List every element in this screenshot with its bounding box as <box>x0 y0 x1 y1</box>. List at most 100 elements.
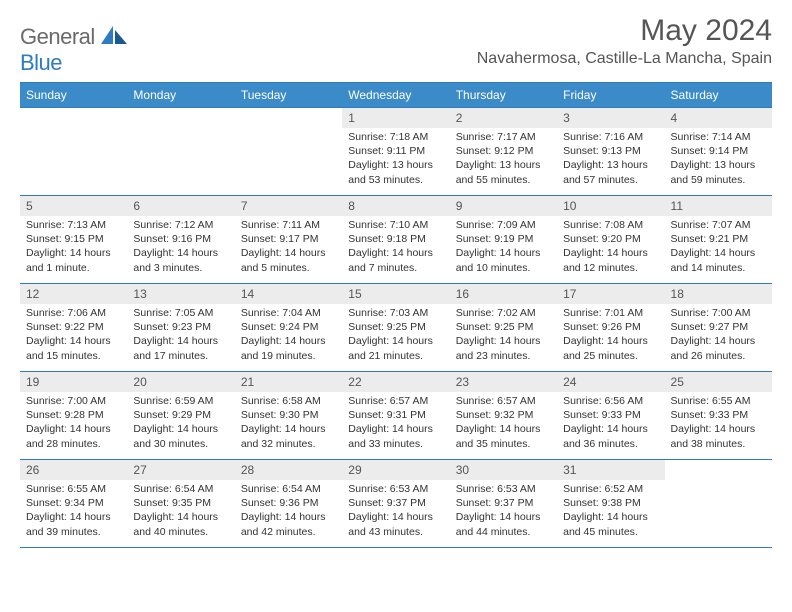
sunrise-text: Sunrise: 7:06 AM <box>26 306 121 320</box>
sunrise-text: Sunrise: 7:10 AM <box>348 218 443 232</box>
day-sun-info: Sunrise: 7:07 AMSunset: 9:21 PMDaylight:… <box>665 216 772 279</box>
calendar-week-row: 12 Sunrise: 7:06 AMSunset: 9:22 PM Dayligh… <box>20 284 772 372</box>
calendar-day-cell: 16Sunrise: 7:02 AMSunset: 9:25 PMDayligh… <box>450 284 557 372</box>
sunrise-text: Sunrise: 6:53 AM <box>348 482 443 496</box>
daylight-text-1: Daylight: 14 hours <box>133 246 228 260</box>
daylight-text-2: and 44 minutes. <box>456 525 551 539</box>
sunrise-text: Sunrise: 6:55 AM <box>671 394 766 408</box>
calendar-day-cell: 28Sunrise: 6:54 AMSunset: 9:36 PMDayligh… <box>235 460 342 548</box>
day-number: 17 <box>557 284 664 304</box>
sunrise-text: Sunrise: 7:14 AM <box>671 130 766 144</box>
logo: General Blue <box>20 22 129 76</box>
day-number: 21 <box>235 372 342 392</box>
day-sun-info: Sunrise: 6:55 AMSunset: 9:34 PMDaylight:… <box>20 480 127 543</box>
sunset-text: Sunset: 9:13 PM <box>563 144 658 158</box>
daylight-text-1: Daylight: 14 hours <box>671 422 766 436</box>
daylight-text-1: Daylight: 14 hours <box>26 246 121 260</box>
day-sun-info: Sunrise: 6:52 AMSunset: 9:38 PMDaylight:… <box>557 480 664 543</box>
sunset-text: Sunset: 9:25 PM <box>456 320 551 334</box>
daylight-text-2: and 36 minutes. <box>563 437 658 451</box>
daylight-text-2: and 3 minutes. <box>133 261 228 275</box>
day-sun-info: Sunrise: 7:00 AMSunset: 9:28 PMDaylight:… <box>20 392 127 455</box>
calendar-day-cell: 20Sunrise: 6:59 AMSunset: 9:29 PMDayligh… <box>127 372 234 460</box>
day-number: 12 <box>20 284 127 304</box>
sunrise-text: Sunrise: 7:12 AM <box>133 218 228 232</box>
sunrise-text: Sunrise: 7:04 AM <box>241 306 336 320</box>
daylight-text-2: and 57 minutes. <box>563 173 658 187</box>
daylight-text-1: Daylight: 14 hours <box>133 422 228 436</box>
calendar-day-cell: 22Sunrise: 6:57 AMSunset: 9:31 PMDayligh… <box>342 372 449 460</box>
sunrise-text: Sunrise: 7:05 AM <box>133 306 228 320</box>
sunset-text: Sunset: 9:17 PM <box>241 232 336 246</box>
day-sun-info: Sunrise: 6:56 AMSunset: 9:33 PMDaylight:… <box>557 392 664 455</box>
sunset-text: Sunset: 9:16 PM <box>133 232 228 246</box>
calendar-day-cell: 25Sunrise: 6:55 AMSunset: 9:33 PMDayligh… <box>665 372 772 460</box>
weekday-header: Sunday <box>20 83 127 108</box>
daylight-text-2: and 5 minutes. <box>241 261 336 275</box>
daylight-text-2: and 42 minutes. <box>241 525 336 539</box>
sunrise-text: Sunrise: 7:11 AM <box>241 218 336 232</box>
title-block: May 2024 Navahermosa, Castille-La Mancha… <box>477 14 772 68</box>
day-sun-info: Sunrise: 7:00 AMSunset: 9:27 PMDaylight:… <box>665 304 772 367</box>
day-sun-info: Sunrise: 6:54 AMSunset: 9:35 PMDaylight:… <box>127 480 234 543</box>
daylight-text-1: Daylight: 13 hours <box>563 158 658 172</box>
day-sun-info: Sunrise: 6:57 AMSunset: 9:32 PMDaylight:… <box>450 392 557 455</box>
calendar-day-cell: 29Sunrise: 6:53 AMSunset: 9:37 PMDayligh… <box>342 460 449 548</box>
daylight-text-1: Daylight: 14 hours <box>671 334 766 348</box>
day-number: 14 <box>235 284 342 304</box>
day-number: 25 <box>665 372 772 392</box>
sunrise-text: Sunrise: 6:54 AM <box>133 482 228 496</box>
sunrise-text: Sunrise: 6:58 AM <box>241 394 336 408</box>
sunset-text: Sunset: 9:12 PM <box>456 144 551 158</box>
sunrise-text: Sunrise: 6:59 AM <box>133 394 228 408</box>
day-number: 29 <box>342 460 449 480</box>
sunset-text: Sunset: 9:34 PM <box>26 496 121 510</box>
day-number: 20 <box>127 372 234 392</box>
sunrise-text: Sunrise: 7:01 AM <box>563 306 658 320</box>
calendar-day-cell: 17Sunrise: 7:01 AMSunset: 9:26 PMDayligh… <box>557 284 664 372</box>
calendar-day-cell: 12Sunrise: 7:06 AMSunset: 9:22 PMDayligh… <box>20 284 127 372</box>
calendar-day-cell: 26Sunrise: 6:55 AMSunset: 9:34 PMDayligh… <box>20 460 127 548</box>
sunset-text: Sunset: 9:18 PM <box>348 232 443 246</box>
sunset-text: Sunset: 9:15 PM <box>26 232 121 246</box>
calendar-day-cell: 23Sunrise: 6:57 AMSunset: 9:32 PMDayligh… <box>450 372 557 460</box>
calendar-day-cell: 31Sunrise: 6:52 AMSunset: 9:38 PMDayligh… <box>557 460 664 548</box>
calendar-week-row: 5Sunrise: 7:13 AMSunset: 9:15 PMDaylight… <box>20 196 772 284</box>
sunrise-text: Sunrise: 7:00 AM <box>671 306 766 320</box>
daylight-text-1: Daylight: 14 hours <box>671 246 766 260</box>
sunset-text: Sunset: 9:11 PM <box>348 144 443 158</box>
sunrise-text: Sunrise: 6:53 AM <box>456 482 551 496</box>
calendar-day-cell: 6Sunrise: 7:12 AMSunset: 9:16 PMDaylight… <box>127 196 234 284</box>
page-header: General Blue May 2024 Navahermosa, Casti… <box>20 14 772 76</box>
daylight-text-1: Daylight: 14 hours <box>348 334 443 348</box>
sunset-text: Sunset: 9:22 PM <box>26 320 121 334</box>
calendar-day-cell <box>20 108 127 196</box>
calendar-day-cell: 18Sunrise: 7:00 AMSunset: 9:27 PMDayligh… <box>665 284 772 372</box>
sunset-text: Sunset: 9:28 PM <box>26 408 121 422</box>
sunrise-text: Sunrise: 7:03 AM <box>348 306 443 320</box>
sunrise-text: Sunrise: 6:57 AM <box>456 394 551 408</box>
calendar-day-cell: 11Sunrise: 7:07 AMSunset: 9:21 PMDayligh… <box>665 196 772 284</box>
calendar-day-cell: 2Sunrise: 7:17 AMSunset: 9:12 PMDaylight… <box>450 108 557 196</box>
day-number: 2 <box>450 108 557 128</box>
sunset-text: Sunset: 9:31 PM <box>348 408 443 422</box>
daylight-text-2: and 28 minutes. <box>26 437 121 451</box>
sunrise-text: Sunrise: 7:09 AM <box>456 218 551 232</box>
daylight-text-2: and 19 minutes. <box>241 349 336 363</box>
calendar-day-cell: 14Sunrise: 7:04 AMSunset: 9:24 PMDayligh… <box>235 284 342 372</box>
daylight-text-2: and 1 minute. <box>26 261 121 275</box>
weekday-header: Tuesday <box>235 83 342 108</box>
daylight-text-2: and 10 minutes. <box>456 261 551 275</box>
day-number: 9 <box>450 196 557 216</box>
day-sun-info: Sunrise: 7:01 AMSunset: 9:26 PMDaylight:… <box>557 304 664 367</box>
calendar-day-cell <box>235 108 342 196</box>
sunset-text: Sunset: 9:36 PM <box>241 496 336 510</box>
daylight-text-1: Daylight: 14 hours <box>563 422 658 436</box>
day-sun-info: Sunrise: 7:08 AMSunset: 9:20 PMDaylight:… <box>557 216 664 279</box>
daylight-text-1: Daylight: 14 hours <box>26 422 121 436</box>
sunset-text: Sunset: 9:30 PM <box>241 408 336 422</box>
calendar-day-cell: 27Sunrise: 6:54 AMSunset: 9:35 PMDayligh… <box>127 460 234 548</box>
daylight-text-1: Daylight: 14 hours <box>348 510 443 524</box>
sunrise-text: Sunrise: 6:56 AM <box>563 394 658 408</box>
day-number: 23 <box>450 372 557 392</box>
